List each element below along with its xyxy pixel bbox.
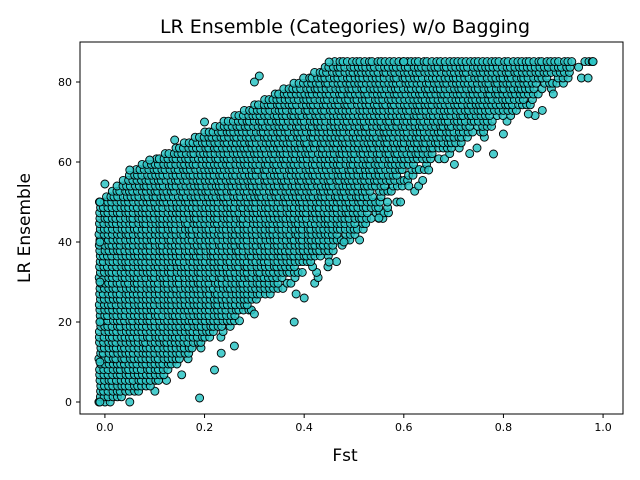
scatter-point [297, 267, 307, 277]
scatter-point [249, 77, 259, 87]
scatter-point [472, 143, 482, 153]
x-tick-label: 0.6 [395, 421, 413, 434]
scatter-point [125, 397, 135, 407]
scatter-point [465, 149, 475, 159]
scatter-point [332, 257, 341, 267]
scatter-point [396, 197, 406, 207]
scatter-point [523, 109, 533, 119]
scatter-point [177, 370, 187, 380]
y-tick-label: 40 [58, 236, 72, 249]
scatter-point [574, 62, 584, 72]
scatter-point [418, 175, 428, 185]
scatter-point [289, 317, 299, 327]
scatter-point [567, 57, 577, 67]
y-tick-label: 20 [58, 316, 72, 329]
y-axis-label: LR Ensemble [15, 173, 35, 283]
scatter-point [254, 71, 264, 81]
x-tick-label: 0.8 [495, 421, 513, 434]
scatter-point [355, 235, 365, 245]
plot-frame [79, 41, 624, 415]
y-tick-label: 80 [58, 76, 72, 89]
scatter-point [95, 357, 105, 367]
points-layer [94, 57, 598, 407]
scatter-point [100, 179, 110, 189]
scatter-point [537, 105, 547, 115]
y-tick-label: 0 [65, 396, 72, 409]
scatter-point [95, 277, 105, 287]
scatter-point [449, 159, 459, 169]
scatter-point [498, 129, 508, 139]
scatter-point [95, 197, 105, 207]
scatter-point [583, 73, 593, 83]
scatter-point [374, 213, 384, 223]
scatter-point [291, 289, 301, 299]
scatter-point [383, 197, 392, 207]
scatter-point [229, 341, 239, 351]
chart-title: LR Ensemble (Categories) w/o Bagging [160, 16, 530, 38]
x-tick-label: 0.0 [96, 421, 114, 434]
x-tick-label: 0.4 [295, 421, 313, 434]
x-axis-label: Fst [332, 446, 358, 466]
scatter-point [125, 165, 135, 175]
scatter-point [299, 293, 309, 303]
scatter-point [440, 154, 449, 164]
x-tick-label: 0.2 [196, 421, 214, 434]
scatter-point [95, 317, 105, 327]
scatter-point [324, 57, 334, 67]
scatter-point [216, 348, 226, 358]
scatter-point [424, 165, 434, 175]
scatter-point [588, 57, 598, 67]
y-axis: 0 20 40 60 80 [58, 76, 80, 409]
scatter-point [200, 117, 209, 127]
scatter-point [95, 397, 105, 407]
scatter-point [489, 149, 498, 159]
x-tick-label: 1.0 [594, 421, 612, 434]
scatter-point [95, 237, 105, 247]
scatter-point [339, 237, 349, 247]
scatter-point [145, 155, 155, 165]
scatter-point [548, 89, 558, 99]
y-tick-label: 60 [58, 156, 72, 169]
scatter-point [195, 393, 205, 403]
scatter-point [210, 365, 219, 375]
x-axis: 0.0 0.2 0.4 0.6 0.8 1.0 [96, 414, 612, 434]
scatter-point [399, 57, 409, 67]
scatter-point [170, 135, 180, 145]
scatter-point [249, 309, 259, 319]
scatter-point [324, 257, 334, 267]
scatter-point [404, 181, 414, 191]
